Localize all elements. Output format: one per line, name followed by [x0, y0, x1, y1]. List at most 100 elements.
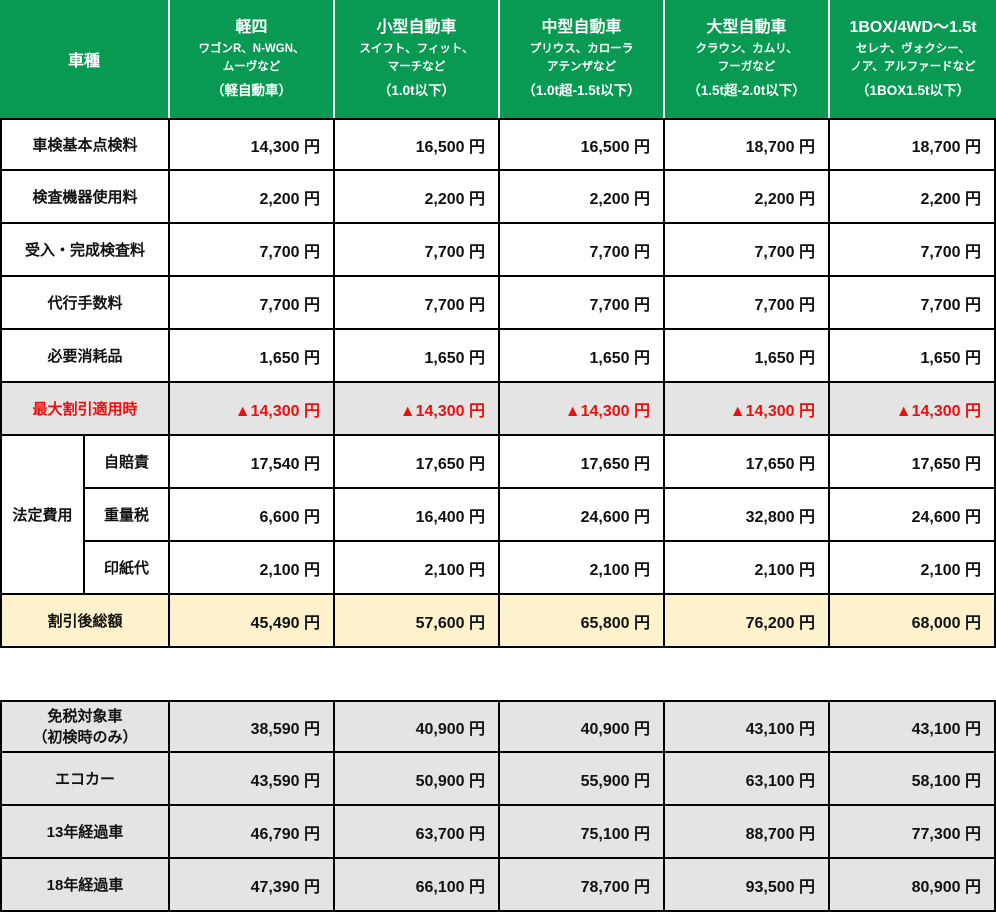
row-eco-car: エコカー 43,590 円 50,900 円 55,900 円 63,100 円… — [0, 753, 996, 806]
row-label: 18年経過車 — [0, 859, 171, 912]
price-cell: 75,100 円 — [500, 806, 666, 859]
price-cell: 77,300 円 — [830, 806, 996, 859]
row-label: 重量税 — [85, 489, 171, 542]
row-label: 自賠責 — [85, 436, 171, 489]
row-max-discount: 最大割引適用時 ▲14,300 円 ▲14,300 円 ▲14,300 円 ▲1… — [0, 383, 996, 436]
col-examples-line1: スイフト、フィット、 — [359, 43, 474, 55]
row-agency-fee: 代行手数料 7,700 円 7,700 円 7,700 円 7,700 円 7,… — [0, 277, 996, 330]
price-cell: 55,900 円 — [500, 753, 666, 806]
price-cell: 2,100 円 — [500, 542, 666, 595]
price-cell: 2,100 円 — [335, 542, 501, 595]
price-cell: 17,540 円 — [170, 436, 336, 489]
price-cell: 2,100 円 — [665, 542, 831, 595]
price-cell: 63,700 円 — [335, 806, 501, 859]
row-label: エコカー — [0, 753, 171, 806]
row-label: 印紙代 — [85, 542, 171, 595]
price-cell: 17,650 円 — [335, 436, 501, 489]
row-equipment-usage-fee: 検査機器使用料 2,200 円 2,200 円 2,200 円 2,200 円 … — [0, 171, 996, 224]
price-cell: 16,400 円 — [335, 489, 501, 542]
row-label: 検査機器使用料 — [0, 171, 171, 224]
price-cell: 6,600 円 — [170, 489, 336, 542]
col-title: 中型自動車 — [541, 19, 622, 36]
price-cell: 2,200 円 — [335, 171, 501, 224]
discount-cell: ▲14,300 円 — [665, 383, 831, 436]
row-label: 免税対象車 （初検時のみ） — [0, 700, 171, 753]
price-cell: 2,100 円 — [170, 542, 336, 595]
col-title: 軽四 — [235, 19, 268, 36]
price-cell: 66,100 円 — [335, 859, 501, 912]
header-col-large: 大型自動車 クラウン、カムリ、 フーガなど （1.5t超-2.0t以下） — [665, 0, 831, 118]
price-cell: 7,700 円 — [830, 224, 996, 277]
row-label: 車検基本点検料 — [0, 118, 171, 171]
price-cell: 78,700 円 — [500, 859, 666, 912]
price-cell: 80,900 円 — [830, 859, 996, 912]
price-cell: 24,600 円 — [500, 489, 666, 542]
col-title: 小型自動車 — [376, 19, 457, 36]
price-cell: 63,100 円 — [665, 753, 831, 806]
row-13-year-old-car: 13年経過車 46,790 円 63,700 円 75,100 円 88,700… — [0, 806, 996, 859]
price-cell: 38,590 円 — [170, 700, 336, 753]
price-cell: 43,590 円 — [170, 753, 336, 806]
price-cell: 2,200 円 — [830, 171, 996, 224]
price-cell: 58,100 円 — [830, 753, 996, 806]
price-cell: 88,700 円 — [665, 806, 831, 859]
row-label-line1: 免税対象車 — [47, 707, 123, 725]
col-examples-line1: クラウン、カムリ、 — [695, 43, 798, 55]
price-cell: 7,700 円 — [170, 224, 336, 277]
total-cell: 45,490 円 — [170, 595, 336, 648]
inspection-price-table: 車種 軽四 ワゴンR、N-WGN、 ムーヴなど （軽自動車） 小型自動車 スイフ… — [0, 0, 996, 648]
row-label: 最大割引適用時 — [0, 383, 171, 436]
price-cell: 1,650 円 — [500, 330, 666, 383]
special-category-price-table: 免税対象車 （初検時のみ） 38,590 円 40,900 円 40,900 円… — [0, 700, 996, 912]
total-cell: 76,200 円 — [665, 595, 831, 648]
row-label: 必要消耗品 — [0, 330, 171, 383]
col-examples-line1: ワゴンR、N-WGN、 — [198, 43, 305, 55]
price-cell: 2,200 円 — [500, 171, 666, 224]
header-vehicle-type: 車種 — [0, 0, 171, 118]
price-cell: 7,700 円 — [665, 224, 831, 277]
price-cell: 7,700 円 — [500, 224, 666, 277]
price-cell: 18,700 円 — [665, 118, 831, 171]
price-cell: 7,700 円 — [665, 277, 831, 330]
vehicle-type-label: 車種 — [68, 53, 101, 70]
row-label: 割引後総額 — [0, 595, 171, 648]
price-cell: 2,200 円 — [170, 171, 336, 224]
row-consumables: 必要消耗品 1,650 円 1,650 円 1,650 円 1,650 円 1,… — [0, 330, 996, 383]
price-cell: 7,700 円 — [830, 277, 996, 330]
price-cell: 46,790 円 — [170, 806, 336, 859]
total-cell: 68,000 円 — [830, 595, 996, 648]
price-cell: 16,500 円 — [500, 118, 666, 171]
price-cell: 24,600 円 — [830, 489, 996, 542]
col-examples-line2: ノア、アルファードなど — [850, 61, 976, 73]
row-stamp-fee: 印紙代 2,100 円 2,100 円 2,100 円 2,100 円 2,10… — [0, 542, 996, 595]
discount-cell: ▲14,300 円 — [830, 383, 996, 436]
price-cell: 1,650 円 — [170, 330, 336, 383]
col-examples-line2: マーチなど — [387, 61, 446, 73]
row-label: 代行手数料 — [0, 277, 171, 330]
row-label: 受入・完成検査料 — [0, 224, 171, 277]
price-cell: 93,500 円 — [665, 859, 831, 912]
price-cell: 1,650 円 — [335, 330, 501, 383]
row-liability-insurance: 法定費用 自賠責 17,540 円 17,650 円 17,650 円 17,6… — [0, 436, 996, 595]
row-basic-inspection-fee: 車検基本点検料 14,300 円 16,500 円 16,500 円 18,70… — [0, 118, 996, 171]
col-weight-range: （1.5t超-2.0t以下） — [687, 83, 806, 98]
price-cell: 47,390 円 — [170, 859, 336, 912]
row-18-year-old-car: 18年経過車 47,390 円 66,100 円 78,700 円 93,500… — [0, 859, 996, 912]
header-col-kei: 軽四 ワゴンR、N-WGN、 ムーヴなど （軽自動車） — [170, 0, 336, 118]
col-weight-range: （軽自動車） — [211, 83, 293, 98]
col-examples-line2: フーガなど — [717, 61, 776, 73]
price-cell: 40,900 円 — [500, 700, 666, 753]
group-label-legal-fees: 法定費用 — [0, 436, 85, 595]
row-total-after-discount: 割引後総額 45,490 円 57,600 円 65,800 円 76,200 … — [0, 595, 996, 648]
total-cell: 65,800 円 — [500, 595, 666, 648]
row-label-line2: （初検時のみ） — [32, 728, 138, 746]
discount-cell: ▲14,300 円 — [170, 383, 336, 436]
row-weight-tax: 重量税 6,600 円 16,400 円 24,600 円 32,800 円 2… — [0, 489, 996, 542]
header-col-1box-4wd: 1BOX/4WD～1.5t セレナ、ヴォクシー、 ノア、アルファードなど （1B… — [830, 0, 996, 118]
col-examples-line2: ムーヴなど — [222, 61, 281, 73]
price-cell: 2,100 円 — [830, 542, 996, 595]
col-examples-line2: アテンザなど — [547, 61, 617, 73]
price-cell: 7,700 円 — [335, 277, 501, 330]
price-cell: 7,700 円 — [335, 224, 501, 277]
price-cell: 16,500 円 — [335, 118, 501, 171]
